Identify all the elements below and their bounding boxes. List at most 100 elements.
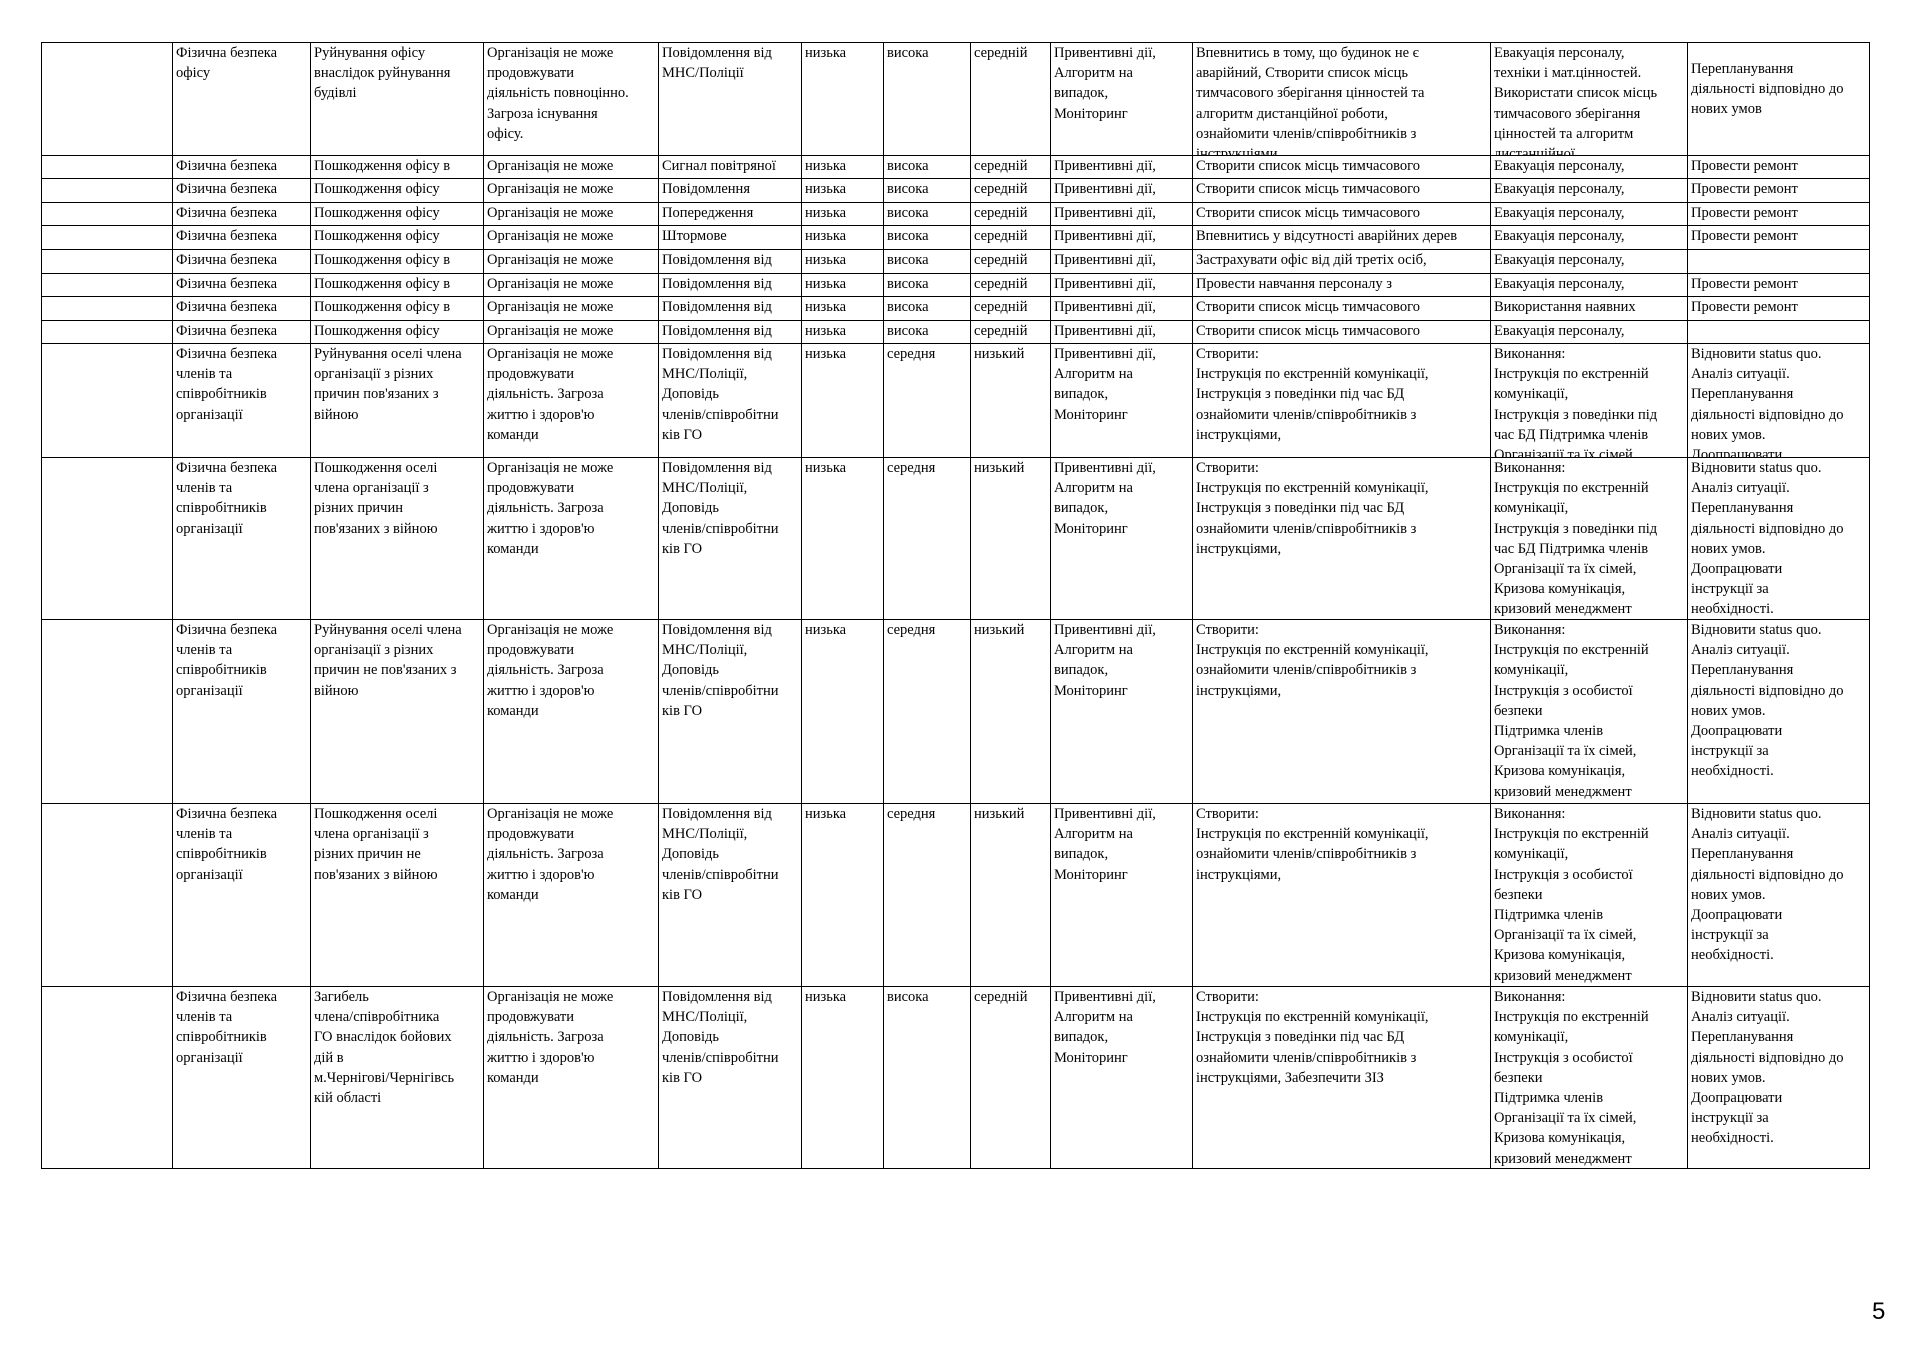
- cell-text: Виконання: Інструкція по екстренній кому…: [1494, 806, 1649, 984]
- cell-text: Пошкодження оселі члена організації з рі…: [314, 806, 438, 883]
- cell-text: Фізична безпека офісу: [176, 45, 278, 82]
- table-cell: Повідомлення від МНС/Поліції, Доповідь ч…: [658, 457, 802, 620]
- table-cell: Евакуація персоналу,: [1490, 320, 1688, 344]
- cell-text: Евакуація персоналу,: [1494, 252, 1625, 268]
- cell-text: Повідомлення: [662, 181, 750, 197]
- table-cell: середній: [970, 225, 1051, 250]
- table-cell: низька: [801, 273, 884, 297]
- cell-text: Відновити status quo. Аналіз ситуації. П…: [1691, 346, 1844, 457]
- cell-text: низький: [974, 346, 1025, 362]
- cell-text: Евакуація персоналу,: [1494, 228, 1625, 244]
- table-cell: Провести ремонт: [1687, 155, 1870, 179]
- table-cell: низька: [801, 202, 884, 226]
- table-cell: висока: [883, 178, 971, 203]
- cell-text: низька: [805, 252, 847, 268]
- table-cell: Створити список місць тимчасового: [1192, 202, 1491, 226]
- table-cell: Привентивні дії,: [1050, 178, 1193, 203]
- table-cell: Привентивні дії,: [1050, 296, 1193, 321]
- cell-text: низька: [805, 158, 847, 174]
- empty-cell: [41, 343, 173, 458]
- table-row: Фізична безпека членів та співробітників…: [41, 619, 1870, 804]
- table-cell: Евакуація персоналу, техніки і мат.цінно…: [1490, 42, 1688, 156]
- cell-text: Виконання: Інструкція по екстренній кому…: [1494, 622, 1649, 800]
- cell-text: Виконання: Інструкція по екстренній кому…: [1494, 346, 1658, 457]
- table-cell: Повідомлення від МНС/Поліції, Доповідь ч…: [658, 986, 802, 1169]
- cell-text: Фізична безпека членів та співробітників…: [176, 622, 278, 699]
- cell-text: Привентивні дії,: [1054, 228, 1156, 244]
- table-cell: Привентивні дії,: [1050, 202, 1193, 226]
- table-cell: висока: [883, 273, 971, 297]
- cell-text: Повідомлення від: [662, 323, 772, 339]
- cell-text: Відновити status quo. Аналіз ситуації. П…: [1691, 989, 1844, 1147]
- cell-text: Перепланування діяльності відповідно до …: [1691, 61, 1844, 118]
- table-cell: Пошкодження офісу: [310, 320, 484, 344]
- cell-text: Евакуація персоналу,: [1494, 158, 1625, 174]
- table-cell: Провести ремонт: [1687, 273, 1870, 297]
- cell-text: Організація не може продовжувати діяльні…: [487, 989, 614, 1086]
- table-cell: Фізична безпека: [172, 296, 311, 321]
- cell-text: Провести ремонт: [1691, 158, 1798, 174]
- table-cell: висока: [883, 986, 971, 1169]
- cell-text: Повідомлення від МНС/Поліції, Доповідь ч…: [662, 989, 779, 1086]
- cell-text: середній: [974, 228, 1028, 244]
- cell-text: середній: [974, 181, 1028, 197]
- table-cell: Відновити status quo. Аналіз ситуації. П…: [1687, 803, 1870, 987]
- table-cell: Руйнування оселі члена організації з різ…: [310, 343, 484, 458]
- cell-text: Провести ремонт: [1691, 299, 1798, 315]
- table-cell: Організація не може продовжувати діяльні…: [483, 619, 659, 804]
- cell-text: середній: [974, 323, 1028, 339]
- cell-text: низька: [805, 228, 847, 244]
- cell-text: Впевнитись в тому, що будинок не є аварі…: [1196, 45, 1425, 155]
- cell-text: середній: [974, 205, 1028, 221]
- cell-text: Використання наявних: [1494, 299, 1636, 315]
- table-cell: Відновити status quo. Аналіз ситуації. П…: [1687, 343, 1870, 458]
- table-cell: Фізична безпека офісу: [172, 42, 311, 156]
- table-cell: середній: [970, 155, 1051, 179]
- table-cell: Фізична безпека: [172, 202, 311, 226]
- cell-text: низький: [974, 806, 1025, 822]
- cell-text: Повідомлення від: [662, 276, 772, 292]
- table-cell: Провести ремонт: [1687, 202, 1870, 226]
- table-cell: Фізична безпека: [172, 320, 311, 344]
- table-cell: Провести ремонт: [1687, 225, 1870, 250]
- table-cell: низька: [801, 225, 884, 250]
- table-cell: Привентивні дії, Алгоритм на випадок, Мо…: [1050, 619, 1193, 804]
- cell-text: Пошкодження офісу в: [314, 158, 451, 174]
- cell-text: Створити: Інструкція по екстренній комун…: [1196, 806, 1429, 883]
- cell-text: Повідомлення від МНС/Поліції, Доповідь ч…: [662, 460, 779, 557]
- table-cell: Пошкодження оселі члена організації з рі…: [310, 803, 484, 987]
- cell-text: Повідомлення від МНС/Поліції: [662, 45, 772, 82]
- empty-cell: [41, 178, 173, 203]
- table-cell: середній: [970, 273, 1051, 297]
- cell-text: Евакуація персоналу,: [1494, 323, 1625, 339]
- cell-text: Відновити status quo. Аналіз ситуації. П…: [1691, 460, 1844, 618]
- table-cell: Привентивні дії,: [1050, 320, 1193, 344]
- cell-text: Загибель члена/співробітника ГО внаслідо…: [314, 989, 455, 1107]
- cell-text: Створити: Інструкція по екстренній комун…: [1196, 989, 1429, 1086]
- table-cell: Створити: Інструкція по екстренній комун…: [1192, 343, 1491, 458]
- cell-text: Створити: Інструкція по екстренній комун…: [1196, 346, 1429, 443]
- cell-text: Повідомлення від МНС/Поліції, Доповідь ч…: [662, 346, 779, 443]
- cell-text: Повідомлення від МНС/Поліції, Доповідь ч…: [662, 806, 779, 903]
- table-cell: Фізична безпека членів та співробітників…: [172, 986, 311, 1169]
- table-cell: Відновити status quo. Аналіз ситуації. П…: [1687, 986, 1870, 1169]
- table-cell: Організація не може продовжувати діяльні…: [483, 42, 659, 156]
- cell-text: Організація не може: [487, 158, 614, 174]
- table-cell: низька: [801, 986, 884, 1169]
- cell-text: Фізична безпека членів та співробітників…: [176, 460, 278, 537]
- cell-text: Фізична безпека: [176, 276, 278, 292]
- cell-text: середній: [974, 276, 1028, 292]
- table-cell: середній: [970, 986, 1051, 1169]
- cell-text: Провести ремонт: [1691, 228, 1798, 244]
- table-cell: Організація не може: [483, 178, 659, 203]
- cell-text: Організація не може продовжувати діяльні…: [487, 460, 614, 557]
- cell-text: Застрахувати офіс від дій третіх осіб,: [1196, 252, 1427, 268]
- table-cell: Організація не може: [483, 202, 659, 226]
- cell-text: низька: [805, 460, 847, 476]
- cell-text: Створити список місць тимчасового: [1196, 323, 1421, 339]
- cell-text: Фізична безпека: [176, 205, 278, 221]
- table-cell: середня: [883, 457, 971, 620]
- cell-text: Попередження: [662, 205, 754, 221]
- cell-text: низька: [805, 989, 847, 1005]
- cell-text: Організація не може: [487, 299, 614, 315]
